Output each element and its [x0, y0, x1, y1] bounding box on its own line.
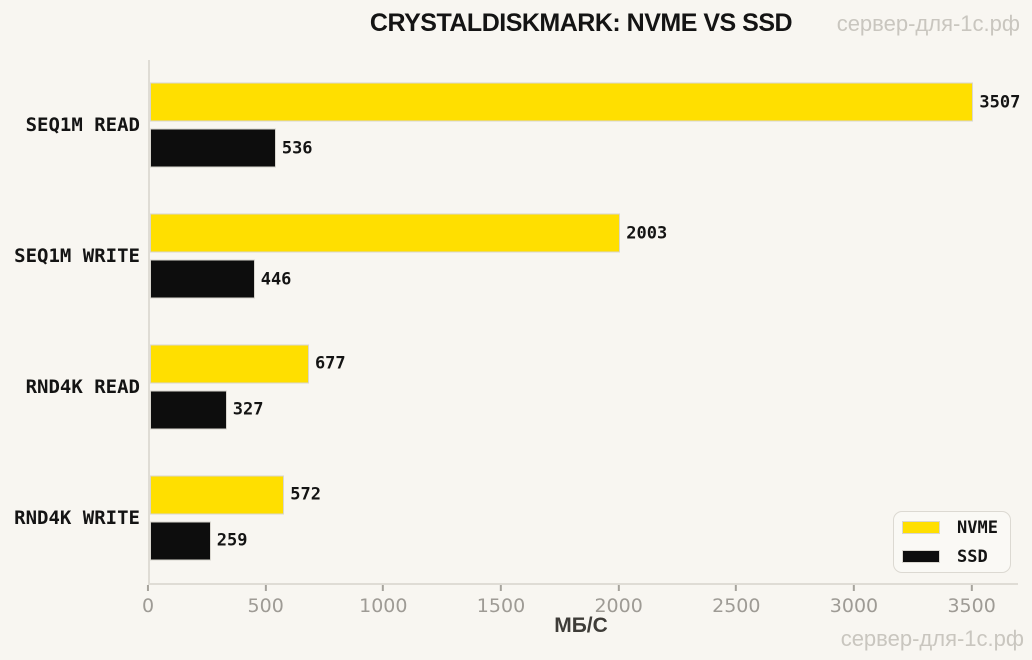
bar-value-label: 3507 [979, 92, 1021, 113]
x-tick: 2000 [594, 585, 643, 617]
bar-value-label: 572 [290, 484, 321, 505]
x-tick-mark [735, 585, 738, 591]
x-tick-label: 0 [141, 595, 155, 617]
bar-group-seq1m-read: SEQ1M READ 3507 536 [26, 60, 1020, 191]
legend: NVME SSD [893, 511, 1011, 573]
bar-ssd [150, 390, 227, 430]
x-tick: 3000 [830, 585, 878, 617]
y-axis-line [148, 60, 150, 585]
bar-group-seq1m-write: SEQ1M WRITE 2003 446 [14, 191, 1014, 322]
x-tick: 2500 [712, 585, 760, 617]
x-tick-label: 3500 [947, 595, 996, 617]
legend-swatch-ssd [902, 550, 940, 563]
x-tick-mark [147, 585, 149, 591]
x-tick-mark [617, 585, 620, 591]
x-tick: 500 [248, 585, 284, 617]
legend-swatch-nvme [902, 521, 940, 534]
x-tick-label: 3000 [829, 595, 879, 617]
x-tick-label: 2500 [712, 595, 761, 617]
bar-group-rnd4k-write: RND4K WRITE 572 259 [14, 452, 1014, 583]
bar-value-label: 536 [281, 138, 313, 159]
x-tick-label: 1500 [476, 595, 526, 617]
watermark-top: сервер-для-1с.рф [836, 11, 1020, 36]
x-tick: 3500 [947, 585, 996, 617]
x-tick-mark [970, 585, 973, 591]
x-tick-mark [264, 585, 267, 591]
x-axis-line [148, 583, 1018, 585]
watermark-bottom: сервер-для-1с.рф [840, 626, 1024, 651]
bar-value-label: 327 [232, 399, 264, 420]
bar-ssd [150, 128, 276, 168]
bar-nvme [150, 344, 309, 384]
bar-ssd [150, 521, 211, 561]
bar-ssd [150, 259, 255, 299]
bar-value-label: 2003 [626, 223, 668, 244]
bar-nvme [150, 475, 285, 515]
bar-nvme [150, 213, 621, 253]
x-tick-mark [499, 585, 502, 591]
x-tick: 0 [142, 585, 154, 617]
x-tick: 1500 [477, 585, 525, 617]
legend-entry-nvme: NVME [902, 518, 1010, 538]
legend-entry-ssd: SSD [902, 547, 1010, 567]
legend-label-nvme: NVME [957, 517, 998, 538]
plot-area: SEQ1M READ 3507 536 SEQ1M WRITE [14, 60, 1020, 617]
category-label: SEQ1M READ [25, 114, 140, 137]
bar-value-label: 446 [260, 269, 292, 290]
chart-title: CRYSTALDISKMARK: NVME VS SSD [369, 9, 793, 37]
bar-value-label: 259 [216, 530, 248, 551]
x-axis-label: МБ/С [554, 614, 608, 637]
bar-nvme [150, 82, 974, 122]
legend-label-ssd: SSD [957, 546, 988, 567]
x-tick-label: 500 [247, 595, 284, 617]
category-label: SEQ1M WRITE [14, 245, 140, 268]
category-label: RND4K READ [25, 375, 140, 398]
x-tick-label: 2000 [594, 595, 643, 617]
x-tick: 1000 [359, 585, 407, 617]
x-tick-label: 1000 [359, 595, 408, 617]
bar-group-rnd4k-read: RND4K READ 677 327 [26, 322, 1014, 453]
bar-value-label: 677 [314, 353, 346, 374]
x-tick-mark [852, 585, 855, 591]
bar-groups: SEQ1M READ 3507 536 SEQ1M WRITE [14, 60, 1020, 583]
x-tick-mark [382, 585, 385, 591]
category-label: RND4K WRITE [14, 506, 140, 529]
